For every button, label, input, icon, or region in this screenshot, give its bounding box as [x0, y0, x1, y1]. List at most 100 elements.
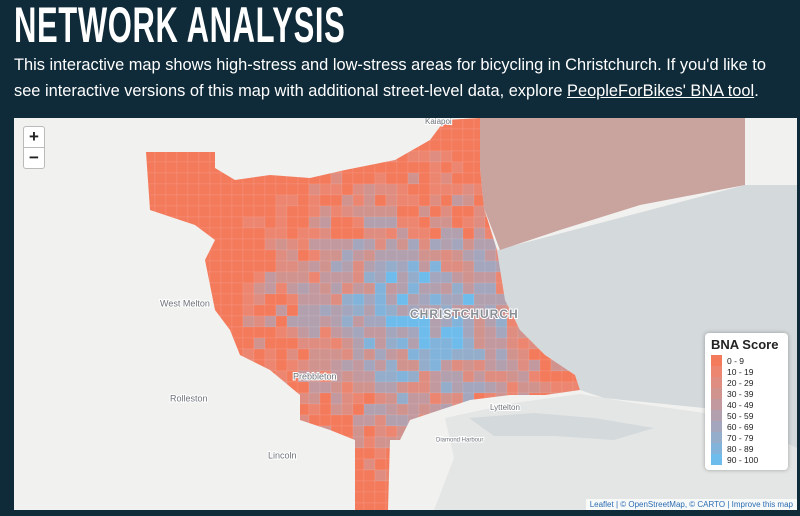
- grid-cell: [209, 403, 222, 416]
- grid-cell: [220, 271, 233, 284]
- grid-cell: [286, 205, 299, 218]
- grid-cell: [242, 260, 255, 273]
- grid-cell: [374, 304, 387, 317]
- grid-cell: [165, 403, 178, 416]
- grid-cell: [561, 370, 574, 383]
- grid-cell: [308, 359, 321, 372]
- description-text: This interactive map shows high-stress a…: [14, 56, 766, 100]
- place-labels: Kaiapoi West Melton CHRISTCHURCH Prebbleton…: [159, 118, 521, 461]
- grid-cell: [308, 150, 321, 163]
- grid-cell: [209, 480, 222, 493]
- grid-cell: [187, 227, 200, 240]
- grid-cell: [297, 480, 310, 493]
- grid-cell: [165, 161, 178, 174]
- grid-cell: [308, 194, 321, 207]
- north-east-zone: [480, 118, 745, 250]
- grid-cell: [363, 139, 376, 152]
- description-end: .: [754, 82, 759, 100]
- grid-cell: [198, 458, 211, 471]
- grid-cell: [308, 139, 321, 152]
- grid-cell: [242, 502, 255, 510]
- grid-cell: [341, 381, 354, 394]
- grid-cell: [429, 271, 442, 284]
- grid-cell: [176, 150, 189, 163]
- grid-cell: [374, 238, 387, 251]
- attribution[interactable]: Leaflet | © OpenStreetMap, © CARTO | Imp…: [585, 499, 797, 510]
- grid-cell: [154, 480, 167, 493]
- grid-cell: [242, 392, 255, 405]
- grid-cell: [330, 205, 343, 218]
- grid-cell: [275, 150, 288, 163]
- grid-cell: [220, 118, 233, 130]
- grid-cell: [385, 216, 398, 229]
- zoom-in[interactable]: +: [23, 126, 45, 148]
- grid-cell: [297, 337, 310, 350]
- bna-tool-link[interactable]: PeopleForBikes' BNA tool: [567, 82, 755, 100]
- grid-cell: [396, 469, 409, 482]
- grid-cell: [319, 326, 332, 339]
- grid-cell: [429, 458, 442, 471]
- grid-cell: [253, 469, 266, 482]
- grid-cell: [308, 271, 321, 284]
- grid-cell: [264, 205, 277, 218]
- grid-cell: [231, 139, 244, 152]
- grid-cell: [286, 238, 299, 251]
- grid-cell: [187, 216, 200, 229]
- grid-cell: [187, 139, 200, 152]
- grid-cell: [308, 161, 321, 174]
- grid-cell: [253, 205, 266, 218]
- zoom-out[interactable]: −: [23, 147, 45, 169]
- grid-cell: [319, 172, 332, 185]
- grid-cell: [165, 194, 178, 207]
- grid-cell: [253, 447, 266, 460]
- grid-cell: [473, 282, 486, 295]
- grid-cell: [330, 392, 343, 405]
- grid-cell: [418, 183, 431, 196]
- grid-cell: [220, 293, 233, 306]
- grid-cell: [198, 436, 211, 449]
- grid-cell: [308, 403, 321, 416]
- grid-cell: [550, 370, 563, 383]
- map[interactable]: Kaiapoi West Melton CHRISTCHURCH Prebbleton…: [14, 118, 797, 510]
- grid-cell: [297, 118, 310, 130]
- grid-cell: [242, 469, 255, 482]
- grid-cell: [330, 293, 343, 306]
- grid-cell: [484, 381, 497, 394]
- grid-cell: [407, 370, 420, 383]
- grid-cell: [176, 370, 189, 383]
- grid-cell: [275, 260, 288, 273]
- grid-cell: [275, 282, 288, 295]
- grid-cell: [473, 271, 486, 284]
- grid-cell: [154, 282, 167, 295]
- grid-cell: [253, 392, 266, 405]
- grid-cell: [146, 260, 156, 273]
- grid-cell: [242, 172, 255, 185]
- grid-cell: [407, 502, 420, 510]
- grid-cell: [231, 392, 244, 405]
- grid-cell: [209, 381, 222, 394]
- grid-cell: [407, 205, 420, 218]
- grid-cell: [396, 282, 409, 295]
- grid-cell: [154, 128, 167, 141]
- grid-cell: [341, 502, 354, 510]
- grid-cell: [352, 447, 365, 460]
- grid-cell: [330, 403, 343, 416]
- grid-cell: [462, 227, 475, 240]
- grid-cell: [396, 447, 409, 460]
- grid-cell: [187, 238, 200, 251]
- grid-cell: [418, 359, 431, 372]
- grid-cell: [264, 370, 277, 383]
- grid-cell: [308, 227, 321, 240]
- grid-cell: [352, 469, 365, 482]
- grid-cell: [209, 282, 222, 295]
- grid-cell: [374, 282, 387, 295]
- grid-cell: [374, 128, 387, 141]
- grid-cell: [176, 359, 189, 372]
- grid-cell: [176, 118, 189, 130]
- grid-cell: [517, 348, 530, 361]
- grid-cell: [407, 326, 420, 339]
- grid-cell: [418, 194, 431, 207]
- grid-cell: [176, 183, 189, 196]
- grid-cell: [242, 348, 255, 361]
